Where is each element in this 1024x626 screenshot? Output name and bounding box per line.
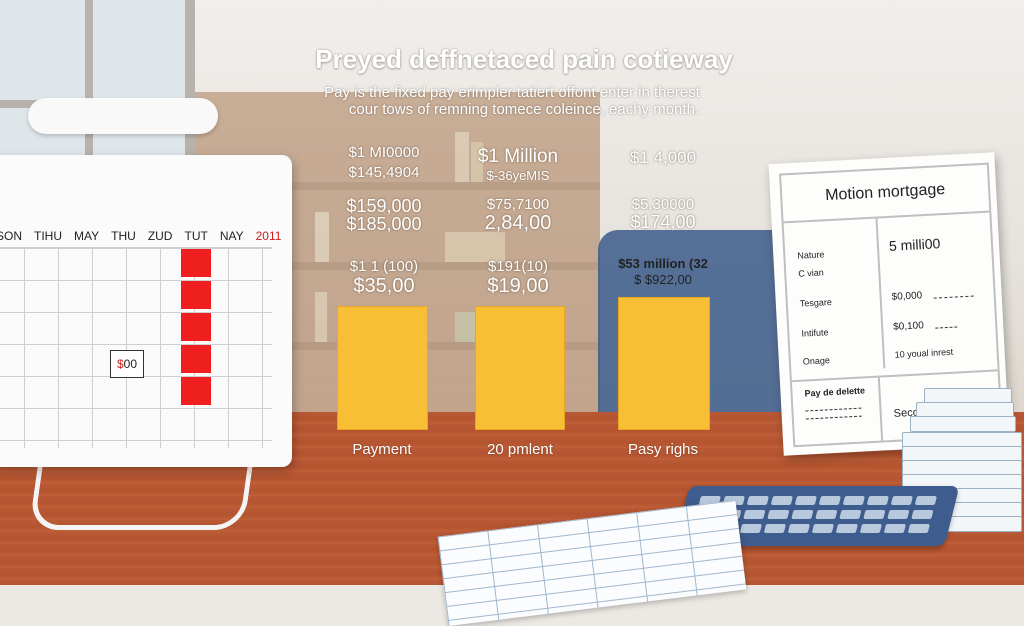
column-2-low-label: $191(10) xyxy=(487,258,549,275)
calendar-day: SON xyxy=(0,229,23,243)
document-blank-line xyxy=(805,415,862,420)
column-3-caption: Pasy righs xyxy=(627,441,699,458)
column-2-mid-label: 2,84,00 xyxy=(484,212,552,234)
calendar-year: 2011 xyxy=(255,229,282,243)
calendar-day: TIHU xyxy=(34,229,63,243)
calendar-day-header: SON TIHU MAY THU ZUD TUT NAY 2011 xyxy=(0,229,281,247)
column-3-mid-label: $174,00 xyxy=(630,212,696,232)
document-row-value: $0,100 xyxy=(892,320,925,333)
headline-subtitle: Pay is the fixed pay erimpler tatiert of… xyxy=(324,84,700,101)
column-1-upper-label: $1 MI0000 xyxy=(348,144,420,161)
document-divider xyxy=(783,210,990,224)
headline-title: Preyed deffnetaced pain cotieway xyxy=(315,44,733,74)
calendar-roll xyxy=(28,98,218,134)
column-1-mid-label: $185,000 xyxy=(346,214,422,234)
column-3-low-label: $53 million (32 xyxy=(618,256,708,271)
highlighted-day xyxy=(181,345,211,373)
document-row-label: Intifute xyxy=(801,327,829,339)
calendar-day: MAY xyxy=(74,229,100,243)
column-2-amount: $19,00 xyxy=(487,275,549,297)
column-1-upper-label: $145,4904 xyxy=(348,164,420,181)
column-2-upper-label: $1 Million xyxy=(477,146,559,167)
calendar-day: TUT xyxy=(184,229,208,243)
payment-bar xyxy=(475,306,565,430)
calendar-amount-box: $ 00 xyxy=(110,350,144,378)
document-blank-line xyxy=(935,326,958,329)
column-3-mid-label: $5,30000 xyxy=(631,196,695,213)
document-blank-line xyxy=(933,295,974,299)
column-1-mid-label: $159,000 xyxy=(346,196,422,216)
highlighted-day xyxy=(181,249,211,277)
document-footer-label: Pay de delette xyxy=(804,385,866,399)
document-row-label: Tesgare xyxy=(799,296,833,309)
document-row-label: Nature xyxy=(797,249,825,261)
column-1-low-label: $1 1 (100) xyxy=(349,258,419,275)
column-3-upper-label: $1 4,000 xyxy=(629,148,697,167)
document-row-label: C vian xyxy=(798,267,825,279)
column-2-mid-label: $75,7100 xyxy=(486,196,550,213)
highlighted-day xyxy=(181,281,211,309)
document-title: Motion mortgage xyxy=(824,180,946,205)
column-3-low-label: $ $922,00 xyxy=(634,272,692,287)
payment-bar xyxy=(337,306,428,430)
calendar-grid xyxy=(0,247,272,448)
highlighted-day xyxy=(181,377,211,405)
document-divider xyxy=(875,218,886,369)
document-divider xyxy=(877,377,884,441)
headline-subtitle: cour tows of remning tomece coleince, ea… xyxy=(348,101,700,118)
wall-calendar: SON TIHU MAY THU ZUD TUT NAY 2011 xyxy=(0,155,292,467)
document-row-value: 10 youal inrest xyxy=(894,346,954,360)
highlighted-day xyxy=(181,313,211,341)
calendar-day: ZUD xyxy=(147,229,173,243)
column-2-caption: 20 pmlent xyxy=(487,441,553,458)
document-blank-line xyxy=(805,407,862,412)
calendar-amount: 00 xyxy=(123,357,138,371)
currency-symbol: $ xyxy=(116,357,124,371)
column-1-caption: Payment xyxy=(352,441,412,458)
document-row-value: 5 milli00 xyxy=(888,235,941,254)
document-row-label: Onage xyxy=(802,355,831,367)
calendar-day: NAY xyxy=(219,229,244,243)
calendar-day: THU xyxy=(111,229,136,243)
payment-bar xyxy=(618,297,710,430)
column-1-amount: $35,00 xyxy=(353,275,415,297)
column-2-upper-label: $-36yeMIS xyxy=(486,168,550,183)
document-row-value: $0,000 xyxy=(891,290,923,303)
